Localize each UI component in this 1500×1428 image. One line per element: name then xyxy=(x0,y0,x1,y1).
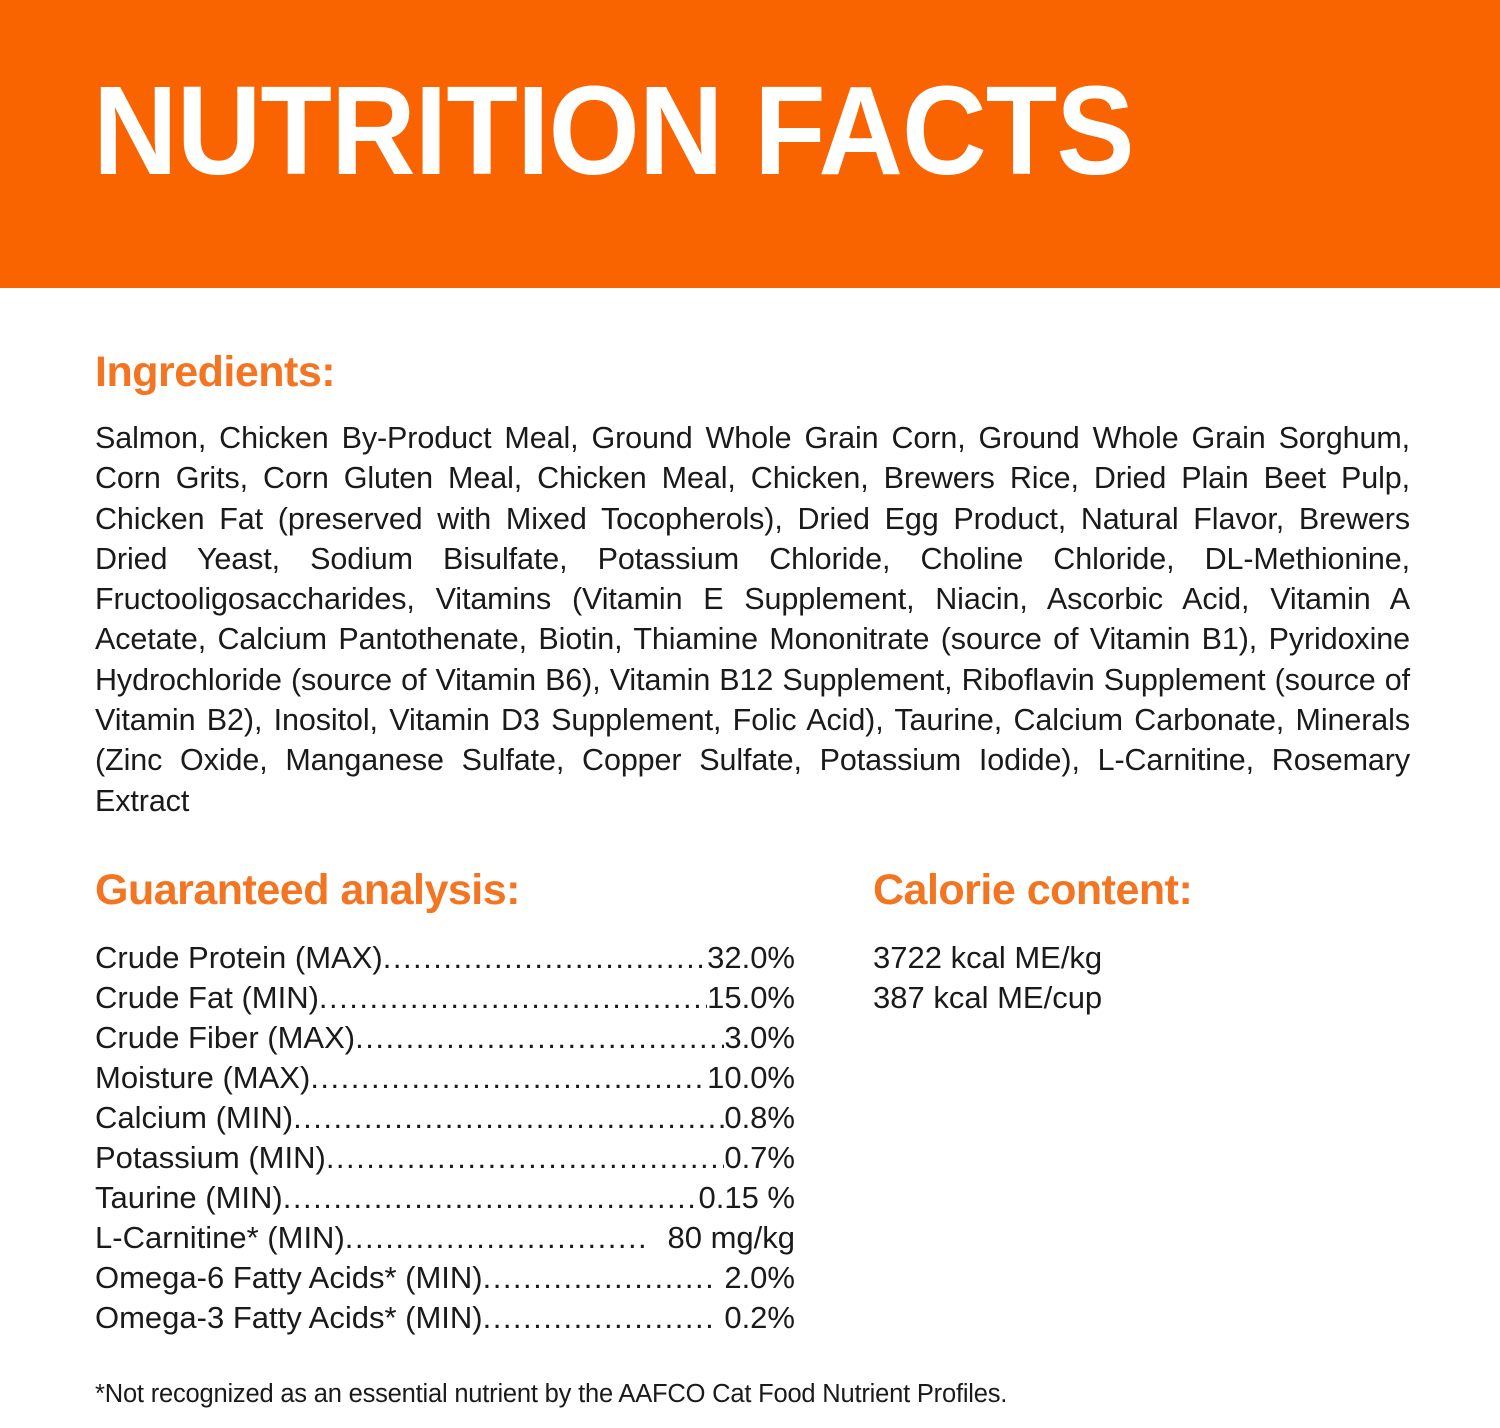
dot-leader: ........................................… xyxy=(293,1100,725,1135)
nutrient-value: 0.8% xyxy=(724,1100,795,1135)
nutrient-label: Crude Fat (MIN) xyxy=(95,980,319,1015)
nutrient-value: 0.15 % xyxy=(698,1180,795,1215)
dot-leader: ....................... xyxy=(482,1300,716,1335)
dot-leader: .............................. xyxy=(344,1220,649,1255)
aafco-footnote: *Not recognized as an essential nutrient… xyxy=(95,1380,1008,1408)
dot-leader: ........................................… xyxy=(325,1140,725,1175)
nutrient-value: 80 mg/kg xyxy=(667,1220,795,1255)
nutrient-value: 0.7% xyxy=(724,1140,795,1175)
dot-leader: ........................................… xyxy=(310,1060,707,1095)
nutrient-label: Omega-3 Fatty Acids* (MIN) xyxy=(95,1300,483,1335)
nutrient-label: Crude Protein (MAX) xyxy=(95,940,383,975)
dot-leader: ....................... xyxy=(482,1260,716,1295)
guaranteed-analysis-row: Calcium (MIN)...........................… xyxy=(95,1098,795,1138)
guaranteed-analysis-row: Potassium (MIN).........................… xyxy=(95,1138,795,1178)
nutrient-value: 32.0% xyxy=(707,940,795,975)
dot-leader: ........................................ xyxy=(355,1020,725,1055)
dot-leader: ........................................… xyxy=(318,980,707,1015)
calorie-content-list: 3722 kcal ME/kg 387 kcal ME/cup xyxy=(873,938,1413,1018)
guaranteed-analysis-list: Crude Protein (MAX).....................… xyxy=(95,938,795,1338)
nutrient-label: Calcium (MIN) xyxy=(95,1100,294,1135)
guaranteed-analysis-row: Omega-3 Fatty Acids* (MIN)..............… xyxy=(95,1298,795,1338)
nutrient-label: Crude Fiber (MAX) xyxy=(95,1020,356,1055)
nutrient-value: 15.0% xyxy=(707,980,795,1015)
nutrient-label: Potassium (MIN) xyxy=(95,1140,326,1175)
dot-leader: ........................................… xyxy=(282,1180,699,1215)
nutrient-value: 2.0% xyxy=(724,1260,795,1295)
nutrient-label: Omega-6 Fatty Acids* (MIN) xyxy=(95,1260,483,1295)
nutrient-value: 10.0% xyxy=(707,1060,795,1095)
dot-leader: ...................................... xyxy=(382,940,707,975)
guaranteed-analysis-row: L-Carnitine* (MIN)......................… xyxy=(95,1218,795,1258)
nutrient-label: Taurine (MIN) xyxy=(95,1180,283,1215)
guaranteed-analysis-row: Omega-6 Fatty Acids* (MIN)..............… xyxy=(95,1258,795,1298)
page-title: NUTRITION FACTS xyxy=(93,60,1135,201)
ingredients-heading: Ingredients: xyxy=(95,348,336,396)
guaranteed-analysis-row: Crude Protein (MAX).....................… xyxy=(95,938,795,978)
calorie-content-heading: Calorie content: xyxy=(873,866,1193,914)
nutrient-value: 0.2% xyxy=(724,1300,795,1335)
calorie-content-row: 3722 kcal ME/kg xyxy=(873,940,1103,975)
guaranteed-analysis-row: Taurine (MIN)...........................… xyxy=(95,1178,795,1218)
guaranteed-analysis-row: Crude Fiber (MAX).......................… xyxy=(95,1018,795,1058)
nutrient-label: Moisture (MAX) xyxy=(95,1060,311,1095)
guaranteed-analysis-heading: Guaranteed analysis: xyxy=(95,866,520,914)
guaranteed-analysis-row: Moisture (MAX)..........................… xyxy=(95,1058,795,1098)
nutrition-facts-banner: NUTRITION FACTS xyxy=(0,0,1500,288)
ingredients-text: Salmon, Chicken By-Product Meal, Ground … xyxy=(95,421,1410,818)
nutrient-value: 3.0% xyxy=(724,1020,795,1055)
calorie-content-row: 387 kcal ME/cup xyxy=(873,980,1103,1015)
nutrient-label: L-Carnitine* (MIN) xyxy=(95,1220,345,1255)
guaranteed-analysis-row: Crude Fat (MIN).........................… xyxy=(95,978,795,1018)
